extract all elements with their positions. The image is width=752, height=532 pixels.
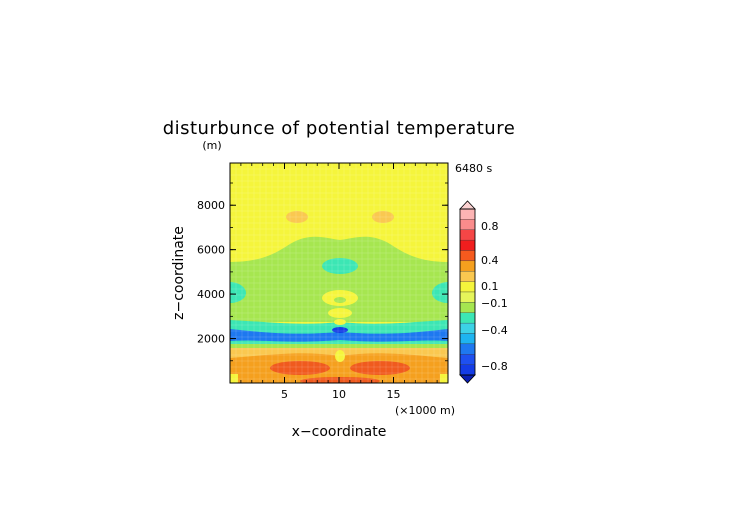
contour-red-bottom	[300, 377, 380, 383]
colorbar-top-arrow	[459, 200, 476, 210]
colorbar-segment	[459, 271, 476, 282]
contour-upper-right	[372, 211, 394, 223]
contour-yellow-notch	[334, 319, 346, 325]
colorbar-segment	[459, 229, 476, 241]
colorbar: 0.8 0.4 0.1 −0.1 −0.4 −0.8	[459, 200, 508, 384]
contour-yellow-stem	[335, 350, 345, 362]
x-tick-label: 15	[387, 388, 401, 401]
y-tick-label: 2000	[197, 333, 225, 346]
colorbar-segment	[459, 239, 476, 251]
contour-upper-left	[286, 211, 308, 223]
contour-yellow-bottom-left	[230, 374, 238, 383]
contour-yellow-bottom-right	[440, 374, 448, 383]
y-tick-label: 4000	[197, 288, 225, 301]
colorbar-segment	[459, 354, 476, 365]
colorbar-segment	[459, 260, 476, 272]
contour-cyan-center	[322, 258, 358, 274]
colorbar-label: 0.4	[481, 254, 499, 267]
contour-orange-layer	[230, 353, 448, 383]
colorbar-label: 0.8	[481, 220, 499, 233]
contour-red-left	[270, 361, 330, 375]
colorbar-label: −0.1	[481, 297, 508, 310]
colorbar-label: −0.8	[481, 360, 508, 373]
colorbar-segment	[459, 291, 476, 303]
contour-blue-band	[230, 329, 448, 342]
contour-green-band	[230, 236, 448, 322]
colorbar-segment	[459, 343, 476, 355]
x-units-label: (×1000 m)	[395, 404, 455, 417]
x-tick-label: 10	[332, 388, 346, 401]
time-label: 6480 s	[455, 162, 492, 175]
contour-green-spot	[334, 297, 346, 303]
contour-red-right	[350, 361, 410, 375]
colorbar-segment	[459, 333, 476, 345]
colorbar-segment	[459, 208, 476, 220]
colorbar-segment	[459, 250, 476, 262]
contour-cyan-left	[230, 282, 246, 303]
y-axis-title: z−coordinate	[171, 226, 187, 320]
contour-dark-blue	[332, 327, 348, 333]
colorbar-segment	[459, 312, 476, 324]
y-axis: 2000 4000 6000 8000	[197, 182, 448, 362]
chart-title: disturbunce of potential temperature	[163, 118, 516, 139]
contour-grid	[230, 163, 448, 383]
heatmap-field	[230, 163, 448, 383]
colorbar-segment	[459, 364, 476, 376]
contour-yellow-center-2	[328, 308, 352, 318]
colorbar-bottom-arrow	[459, 374, 476, 384]
colorbar-segment	[459, 322, 476, 334]
colorbar-label: 0.1	[481, 280, 499, 293]
contour-green-strip	[230, 344, 448, 349]
contour-cyan-right	[432, 282, 448, 303]
x-axis: 5 10 15	[240, 163, 438, 401]
colorbar-segment	[459, 302, 476, 313]
y-tick-label: 6000	[197, 244, 225, 257]
y-tick-label: 8000	[197, 199, 225, 212]
colorbar-label: −0.4	[481, 324, 508, 337]
colorbar-frame	[459, 208, 476, 376]
x-axis-title: x−coordinate	[292, 424, 387, 440]
colorbar-segment	[459, 219, 476, 230]
x-tick-label: 5	[281, 388, 288, 401]
colorbar-segment	[459, 281, 476, 293]
y-units-label: (m)	[202, 139, 221, 152]
